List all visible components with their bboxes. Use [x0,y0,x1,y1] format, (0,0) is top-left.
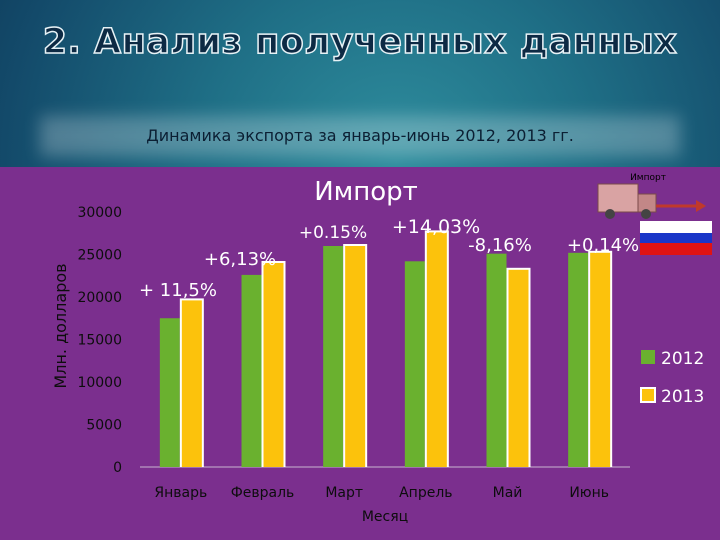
bar-2013-Январь [181,300,202,467]
y-tick-label: 10000 [77,375,122,391]
x-tick-label: Июнь [569,485,609,501]
flag-white-stripe [640,221,712,233]
legend-label: 2012 [661,349,704,369]
truck-wheel-icon [605,209,615,219]
x-tick-label: Март [325,485,363,501]
bar-2013-Февраль [263,263,284,467]
bar-2012-Апрель [404,261,425,467]
truck-cargo-icon [597,183,639,213]
x-tick-label: Апрель [399,485,452,501]
bar-2013-Июнь [590,252,611,467]
bar-2012-Январь [159,318,180,467]
logo-label: Импорт [630,173,666,183]
slide-title: 2. Анализ полученных данных [42,21,678,63]
bar-2012-Июнь [568,252,589,467]
x-tick-label: Февраль [231,485,295,501]
y-tick-label: 25000 [77,248,122,264]
slide-subtitle: Динамика экспорта за январь-июнь 2012, 2… [146,126,574,145]
arrow-head-icon [696,200,706,212]
chart-bars [159,230,613,467]
y-tick-label: 30000 [77,205,122,221]
chart-legend: 2012 2013 [640,349,704,407]
growth-annotation: -8,16% [468,235,532,256]
bar-2013-Май [508,269,529,467]
bar-2012-Май [486,253,507,467]
flag-blue-stripe [640,233,712,243]
legend-label: 2013 [661,387,704,407]
legend-swatch-2012 [641,350,655,364]
growth-annotation: +0.15% [299,223,367,243]
y-tick-label: 0 [113,460,122,476]
chart-labels: Январь Февраль Март Апрель Май Июнь Месяц Импор… [139,177,639,525]
growth-annotation: +14,03% [392,216,480,238]
bar-2013-Март [345,246,366,467]
x-tick-label: Январь [154,485,207,501]
growth-annotation: + 11,5% [139,280,217,301]
flag-red-stripe [640,243,712,255]
x-axis-title: Месяц [362,509,408,525]
chart-title: Импорт [314,177,418,207]
bar-2013-Апрель [426,232,447,467]
growth-annotation: +6,13% [204,249,276,270]
y-tick-label: 15000 [77,333,122,349]
y-tick-label: 20000 [77,290,122,306]
subtitle-highlight [40,116,680,156]
legend-swatch-2013 [642,389,654,401]
y-tick-label: 5000 [86,418,122,434]
import-logo: Импорт [597,173,712,255]
chart-axes: 0 5000 10000 15000 20000 25000 30000 Млн. долла… [51,205,630,476]
growth-annotation: +0,14% [567,235,639,256]
y-axis-title: Млн. долларов [51,263,70,388]
x-tick-label: Май [493,485,523,501]
bar-2012-Март [323,246,344,467]
bar-2012-Февраль [241,274,262,467]
truck-wheel-icon [641,209,651,219]
